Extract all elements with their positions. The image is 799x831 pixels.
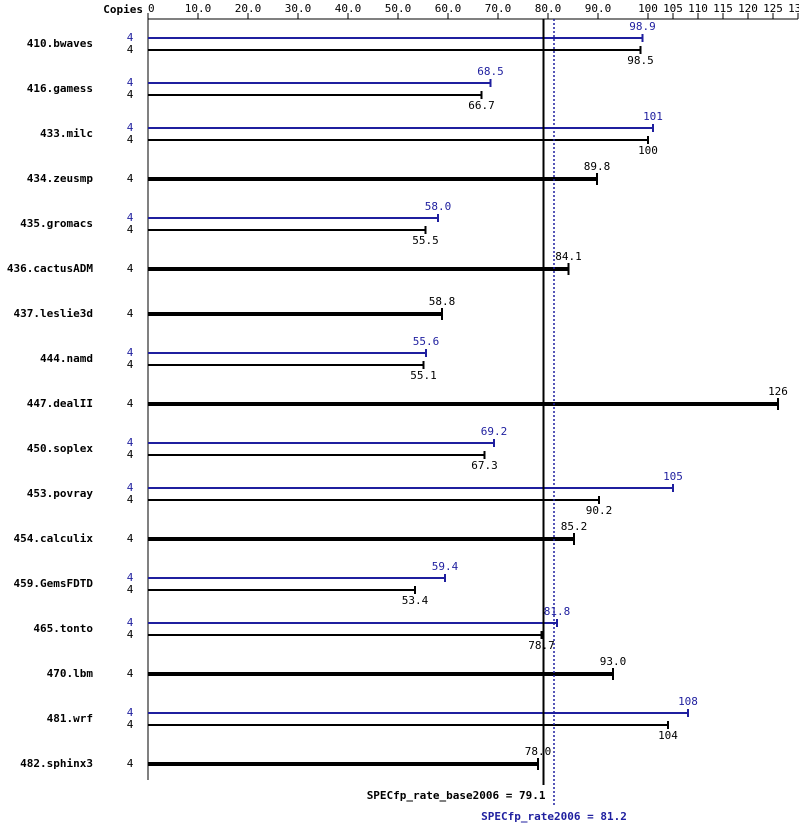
value-label: 105 [663, 470, 683, 483]
benchmark-label: 410.bwaves [27, 37, 93, 50]
benchmark-label: 433.milc [40, 127, 93, 140]
copies-label: 4 [127, 493, 134, 506]
value-label: 66.7 [468, 99, 495, 112]
copies-label: 4 [127, 448, 134, 461]
value-label: 90.2 [586, 504, 613, 517]
copies-label: 4 [127, 583, 134, 596]
copies-header: Copies [103, 3, 143, 16]
copies-label: 4 [127, 172, 134, 185]
x-tick-label: 30.0 [285, 2, 312, 15]
benchmark-label: 437.leslie3d [14, 307, 93, 320]
copies-label: 4 [127, 667, 134, 680]
benchmark-label: 447.dealII [27, 397, 93, 410]
copies-label: 4 [127, 757, 134, 770]
value-label: 81.8 [544, 605, 571, 618]
value-label: 101 [643, 110, 663, 123]
x-tick-label: 0 [148, 2, 155, 15]
reference-label: SPECfp_rate_base2006 = 79.1 [367, 789, 546, 802]
copies-label: 4 [127, 718, 134, 731]
copies-label: 4 [127, 346, 134, 359]
x-tick-label: 105 [663, 2, 683, 15]
value-label: 104 [658, 729, 678, 742]
x-tick-label: 120 [738, 2, 758, 15]
value-label: 98.5 [627, 54, 654, 67]
x-tick-label: 115 [713, 2, 733, 15]
copies-label: 4 [127, 616, 134, 629]
copies-label: 4 [127, 532, 134, 545]
copies-label: 4 [127, 88, 134, 101]
benchmark-label: 434.zeusmp [27, 172, 94, 185]
x-tick-label: 50.0 [385, 2, 412, 15]
value-label: 67.3 [471, 459, 498, 472]
copies-label: 4 [127, 571, 134, 584]
x-tick-label: 130 [788, 2, 799, 15]
copies-label: 4 [127, 76, 134, 89]
benchmark-label: 436.cactusADM [7, 262, 93, 275]
benchmark-label: 435.gromacs [20, 217, 93, 230]
x-tick-label: 110 [688, 2, 708, 15]
x-tick-label: 80.0 [535, 2, 562, 15]
x-tick-label: 40.0 [335, 2, 362, 15]
benchmark-label: 481.wrf [47, 712, 93, 725]
copies-label: 4 [127, 31, 134, 44]
copies-label: 4 [127, 397, 134, 410]
benchmark-label: 416.gamess [27, 82, 93, 95]
value-label: 85.2 [561, 520, 588, 533]
benchmark-label: 454.calculix [14, 532, 94, 545]
value-label: 108 [678, 695, 698, 708]
x-tick-label: 60.0 [435, 2, 462, 15]
value-label: 68.5 [477, 65, 504, 78]
value-label: 78.0 [525, 745, 552, 758]
x-tick-label: 10.0 [185, 2, 212, 15]
copies-label: 4 [127, 628, 134, 641]
x-tick-label: 125 [763, 2, 783, 15]
benchmark-label: 450.soplex [27, 442, 94, 455]
value-label: 84.1 [555, 250, 582, 263]
value-label: 126 [768, 385, 788, 398]
value-label: 69.2 [481, 425, 508, 438]
benchmark-label: 465.tonto [33, 622, 93, 635]
copies-label: 4 [127, 706, 134, 719]
copies-label: 4 [127, 121, 134, 134]
x-tick-label: 20.0 [235, 2, 262, 15]
reference-label: SPECfp_rate2006 = 81.2 [481, 810, 627, 823]
x-tick-label: 70.0 [485, 2, 512, 15]
value-label: 55.1 [410, 369, 437, 382]
copies-label: 4 [127, 262, 134, 275]
value-label: 100 [638, 144, 658, 157]
benchmark-label: 459.GemsFDTD [14, 577, 94, 590]
benchmark-label: 453.povray [27, 487, 94, 500]
copies-label: 4 [127, 223, 134, 236]
value-label: 93.0 [600, 655, 627, 668]
value-label: 98.9 [629, 20, 656, 33]
value-label: 78.7 [528, 639, 555, 652]
value-label: 59.4 [432, 560, 459, 573]
benchmark-label: 470.lbm [47, 667, 94, 680]
benchmark-label: 482.sphinx3 [20, 757, 93, 770]
x-tick-label: 90.0 [585, 2, 612, 15]
benchmark-label: 444.namd [40, 352, 93, 365]
copies-label: 4 [127, 436, 134, 449]
value-label: 55.6 [413, 335, 440, 348]
copies-label: 4 [127, 481, 134, 494]
copies-label: 4 [127, 307, 134, 320]
value-label: 53.4 [402, 594, 429, 607]
copies-label: 4 [127, 133, 134, 146]
copies-label: 4 [127, 43, 134, 56]
value-label: 55.5 [412, 234, 439, 247]
value-label: 58.0 [425, 200, 452, 213]
value-label: 89.8 [584, 160, 611, 173]
copies-label: 4 [127, 211, 134, 224]
value-label: 58.8 [429, 295, 456, 308]
copies-label: 4 [127, 358, 134, 371]
x-tick-label: 100 [638, 2, 658, 15]
